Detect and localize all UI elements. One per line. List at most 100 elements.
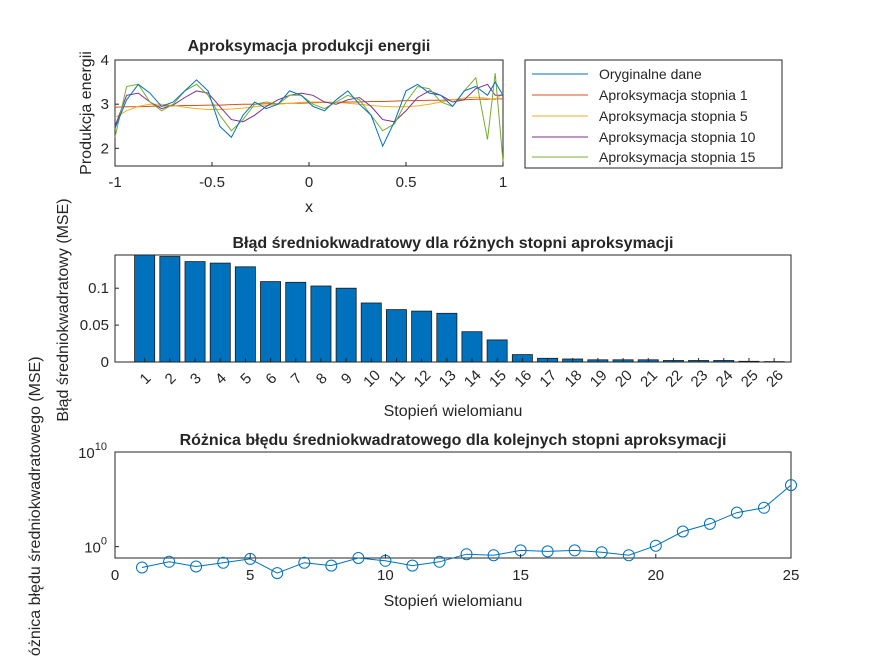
plot2-xtick-label: 17	[536, 367, 560, 391]
plot3-marker	[406, 559, 419, 572]
plot3-marker	[730, 506, 743, 519]
subplot-mse-bars: Błąd średniokwadratowy dla różnych stopn…	[55, 198, 792, 422]
plot1-ylabel: Produkcja energii	[78, 51, 95, 175]
plot3-marker	[758, 501, 770, 514]
legend-label-deg5: Aproksymacja stopnia 5	[599, 108, 748, 124]
plot2-ylabel: Błąd średniokwadratowy (MSE)	[55, 198, 72, 421]
plot3-xtick-label: 0	[111, 567, 119, 584]
plot3-marker	[541, 545, 554, 558]
plot1-series-4	[114, 83, 503, 127]
plot3-marker	[325, 559, 338, 572]
plot3-axes-box	[114, 451, 792, 559]
plot1-series-5	[114, 73, 504, 162]
plot1-legend: Oryginalne dane Aproksymacja stopnia 1 A…	[524, 59, 783, 169]
plot2-title: Błąd średniokwadratowy dla różnych stopn…	[232, 235, 673, 252]
plot3-series-group	[136, 479, 797, 580]
plot1-xtick-group: -1 -0.5 0 0.5 1	[108, 162, 507, 191]
plot1-xtick-label: 0.5	[396, 174, 417, 191]
plot2-xtick-label: 3	[187, 370, 205, 388]
plot2-bar	[385, 309, 407, 363]
plot3-marker	[649, 539, 662, 552]
plot3-marker	[190, 560, 203, 573]
plot1-ytick-group: 2 3 4	[101, 52, 119, 157]
plot2-xtick-label: 2	[162, 370, 180, 388]
plot1-title: Aproksymacja produkcji energii	[188, 38, 431, 55]
plot1-series-1	[114, 79, 504, 148]
legend-label-deg1: Aproksymacja stopnia 1	[599, 87, 748, 103]
legend-label-deg10: Aproksymacja stopnia 10	[599, 129, 756, 145]
plot2-bar	[310, 285, 332, 363]
plot3-marker	[163, 555, 176, 568]
legend-label-original: Oryginalne dane	[599, 66, 702, 82]
plot3-marker	[703, 517, 716, 530]
plot3-ytick-group: 100 1010	[78, 441, 119, 557]
plot2-bar	[209, 262, 231, 363]
plot3-marker	[136, 561, 148, 574]
plot3-ylabel: Różnica błędu średniokwadratowego (MSE)	[27, 356, 44, 656]
plot2-xlabel: Stopień wielomianu	[384, 403, 523, 420]
legend-label-deg15: Aproksymacja stopnia 15	[599, 149, 756, 165]
plot2-ytick-label: 0.1	[88, 280, 109, 297]
plot3-xlabel: Stopień wielomianu	[384, 593, 523, 610]
plot1-xtick-label: 1	[499, 174, 507, 191]
plot2-xtick-label: 22	[662, 367, 686, 391]
plot2-bar	[461, 331, 483, 363]
plot2-ytick-group: 0 0.05 0.1	[80, 280, 119, 371]
plot2-xtick-label: 11	[386, 367, 409, 390]
plot3-xtick-label: 20	[647, 567, 664, 584]
plot3-marker	[460, 548, 473, 561]
plot2-xtick-label: 24	[713, 367, 737, 391]
plot3-marker	[487, 549, 500, 562]
plot1-xtick-label: -1	[108, 174, 121, 191]
plot1-axes-box	[114, 59, 504, 167]
plot3-title: Różnica błędu średniokwadratowego dla ko…	[180, 432, 727, 449]
plot3-xtick-group: 0 5 10 15 20 25	[111, 554, 799, 584]
plot3-xtick-label: 5	[246, 567, 254, 584]
legend-box	[524, 59, 783, 169]
plot2-bar	[335, 287, 357, 363]
plot2-bar	[411, 310, 433, 363]
plot1-series-group	[114, 73, 504, 162]
plot3-marker	[298, 556, 311, 569]
plot1-ytick-label: 4	[101, 52, 109, 69]
plot3-marker	[595, 546, 608, 559]
plot1-ytick-label: 2	[101, 140, 109, 157]
plot2-xtick-label: 8	[313, 370, 331, 388]
plot1-ytick-label: 3	[101, 96, 109, 113]
plot2-xtick-group: 1 2 3 4 5 6 7 8 9 10 11 12 13 14 15 16 17 18 19 20 21 22 23 24 2…	[137, 358, 787, 391]
subplot-approximation: Aproksymacja produkcji energii -1 -0.5 0 0.…	[78, 38, 783, 216]
plot2-bar	[360, 302, 382, 363]
plot2-xtick-label: 12	[411, 367, 435, 391]
plot2-bar	[436, 312, 458, 363]
plot3-marker	[271, 567, 284, 580]
plot2-bar	[134, 254, 156, 363]
plot3-marker	[433, 555, 446, 568]
plot1-series-3	[114, 92, 504, 118]
plot1-xlabel: x	[305, 199, 313, 216]
plot2-bar	[184, 261, 206, 363]
plot2-ytick-label: 0.05	[80, 317, 109, 334]
plot2-xtick-label: 16	[511, 367, 535, 391]
plot2-xtick-label: 10	[360, 367, 384, 391]
plot2-xtick-label: 23	[688, 367, 712, 391]
plot3-marker	[785, 479, 797, 492]
plot2-xtick-label: 18	[562, 367, 586, 391]
plot3-marker	[352, 552, 365, 564]
plot3-xtick-label: 10	[377, 567, 394, 584]
plot2-xtick-label: 21	[637, 367, 661, 391]
plot2-xtick-label: 13	[436, 367, 460, 391]
plot2-xtick-label: 26	[763, 367, 787, 391]
plot3-marker	[622, 549, 635, 562]
subplot-mse-diff: Różnica błędu średniokwadratowego dla ko…	[27, 356, 799, 656]
plot2-xtick-label: 19	[587, 367, 611, 391]
plot2-bar	[285, 281, 307, 363]
plot2-xtick-label: 1	[137, 370, 155, 388]
plot2-xtick-label: 7	[288, 370, 306, 388]
plot2-bar	[159, 256, 181, 363]
plot3-series-line	[141, 484, 792, 574]
plot2-xtick-label: 15	[486, 367, 510, 391]
plot3-marker	[244, 552, 257, 565]
plot2-xtick-label: 25	[738, 367, 762, 391]
plot3-marker	[217, 556, 230, 569]
